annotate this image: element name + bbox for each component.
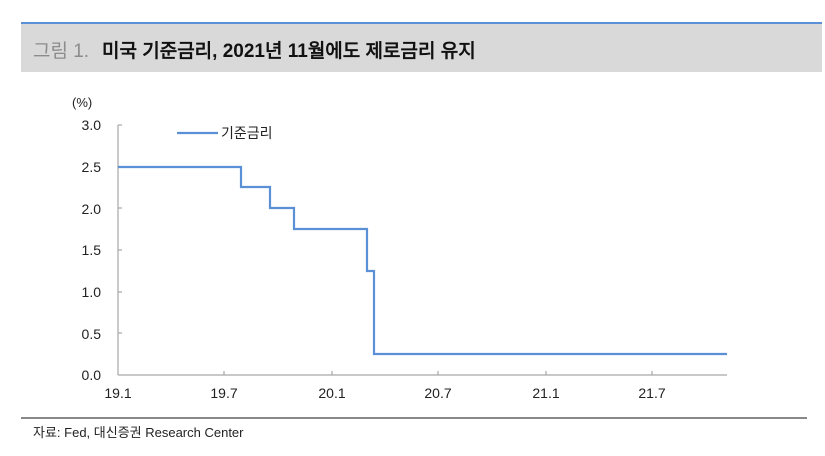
svg-text:0.0: 0.0	[82, 367, 102, 383]
svg-text:0.5: 0.5	[82, 326, 102, 342]
source-note: 자료: Fed, 대신증권 Research Center	[33, 425, 244, 440]
svg-text:20.1: 20.1	[318, 385, 345, 401]
svg-text:3.0: 3.0	[82, 117, 102, 133]
svg-text:1.0: 1.0	[82, 284, 102, 300]
figure-title-bar: 그림 1. 미국 기준금리, 2021년 11월에도 제로금리 유지	[21, 24, 822, 72]
y-axis-unit: (%)	[72, 95, 92, 110]
svg-text:2.0: 2.0	[82, 201, 102, 217]
axes	[117, 124, 727, 376]
footer-rule	[21, 417, 807, 419]
figure-title: 미국 기준금리, 2021년 11월에도 제로금리 유지	[102, 41, 476, 62]
svg-text:2.5: 2.5	[82, 159, 102, 175]
svg-text:21.1: 21.1	[532, 385, 559, 401]
svg-text:19.7: 19.7	[210, 385, 237, 401]
figure-label: 그림 1.	[33, 41, 90, 62]
svg-text:1.5: 1.5	[82, 242, 102, 258]
y-tick-labels: 0.0 0.5 1.0 1.5 2.0 2.5 3.0	[82, 117, 102, 383]
svg-text:19.1: 19.1	[104, 385, 131, 401]
title-top-rule	[21, 22, 822, 24]
legend-label: 기준금리	[221, 125, 273, 141]
legend: 기준금리	[177, 125, 273, 141]
x-tick-labels: 19.1 19.7 20.1 20.7 21.1 21.7	[104, 385, 665, 401]
svg-text:21.7: 21.7	[638, 385, 665, 401]
policy-rate-line	[118, 165, 727, 356]
svg-text:20.7: 20.7	[424, 385, 451, 401]
